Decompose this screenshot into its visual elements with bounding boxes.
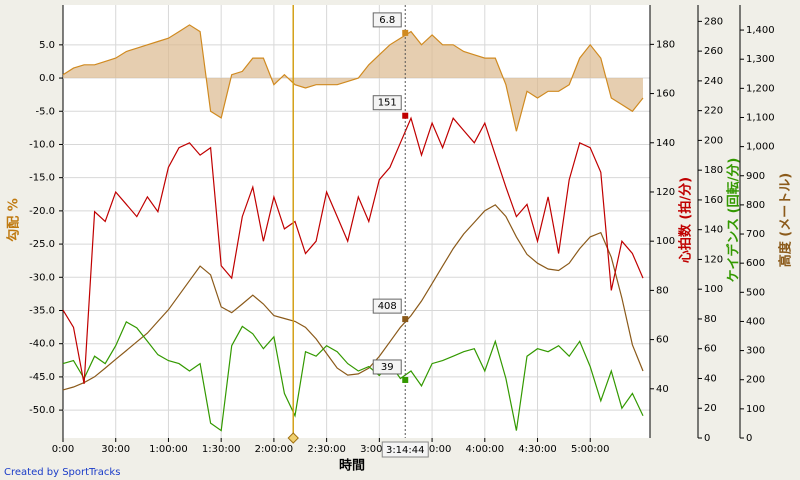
x-tick-label: 1:00:00 — [149, 444, 188, 455]
y-tick-label: 80 — [704, 314, 717, 325]
cursor-marker — [402, 29, 409, 36]
y-tick-label: 180 — [656, 39, 675, 50]
y-tick-label: 1,400 — [746, 25, 775, 36]
x-axis-title: 時間 — [339, 458, 365, 474]
cursor-x-box — [381, 441, 429, 458]
y-tick-label: 400 — [746, 316, 765, 327]
y-tick-label: 200 — [746, 375, 765, 386]
cursor-marker — [402, 112, 409, 119]
y-tick-label: 120 — [656, 187, 675, 198]
y-tick-label: 1,000 — [746, 142, 775, 153]
y-tick-label: 140 — [704, 225, 723, 236]
y-tick-label: 60 — [704, 344, 717, 355]
y-tick-label: 40 — [704, 373, 717, 384]
lap-diamond — [287, 432, 299, 444]
y-tick-label: -45.0 — [29, 372, 55, 383]
y-tick-label: 140 — [656, 138, 675, 149]
y-axis-title: 勾配 % — [6, 198, 22, 242]
cursor-x-label: 3:14:44 — [386, 445, 425, 456]
y-tick-label: 0 — [704, 433, 710, 444]
cursor-marker — [402, 376, 409, 383]
y-tick-label: 1,300 — [746, 54, 775, 65]
y-tick-label: 600 — [746, 258, 765, 269]
y-tick-label: 100 — [704, 284, 723, 295]
y-tick-label: 280 — [704, 16, 723, 27]
cursor-marker — [402, 316, 409, 323]
y-tick-label: -15.0 — [29, 173, 55, 184]
x-tick-label: 1:30:00 — [202, 444, 241, 455]
x-tick-label: 5:00:00 — [571, 444, 610, 455]
line — [62, 24, 644, 132]
y-tick-label: 40 — [656, 384, 669, 395]
y-tick-label: 500 — [746, 287, 765, 298]
y-tick-label: -5.0 — [35, 106, 55, 117]
y-tick-label: 260 — [704, 46, 723, 57]
y-tick-label: 800 — [746, 200, 765, 211]
line — [62, 204, 644, 391]
y-tick-label: 0.0 — [39, 73, 55, 84]
y-tick-label: 20 — [704, 403, 717, 414]
line — [62, 321, 644, 432]
y-tick-label: 180 — [704, 165, 723, 176]
footer: Created by SportTracks — [4, 467, 120, 478]
y-tick-label: 900 — [746, 171, 765, 182]
x-tick-label: 3:00:00 — [360, 444, 399, 455]
x-tick-label: 2:00:00 — [255, 444, 294, 455]
y-tick-label: 700 — [746, 229, 765, 240]
cursor-value-box — [372, 298, 402, 314]
y-tick-label: 160 — [656, 89, 675, 100]
y-tick-label: 300 — [746, 346, 765, 357]
y-tick-label: -10.0 — [29, 139, 55, 150]
x-tick-label: 2:30:00 — [307, 444, 346, 455]
x-tick-label: 3:30:00 — [413, 444, 452, 455]
y-tick-label: -25.0 — [29, 239, 55, 250]
x-tick-label: 4:00:00 — [466, 444, 505, 455]
y-tick-label: -20.0 — [29, 206, 55, 217]
x-tick-label: 30:00 — [101, 444, 130, 455]
line — [62, 116, 644, 385]
x-tick-label: 4:30:00 — [518, 444, 557, 455]
cursor-value-label: 408 — [378, 301, 397, 312]
area — [63, 24, 643, 132]
y-tick-label: -40.0 — [29, 339, 55, 350]
y-axis-title: 心拍数 (拍/分) — [678, 177, 694, 263]
y-axis-title: ケイデンス (回転/分) — [726, 158, 742, 283]
y-tick-label: 240 — [704, 76, 723, 87]
y-tick-label: 200 — [704, 135, 723, 146]
y-tick-label: -50.0 — [29, 405, 55, 416]
cursor-value-label: 151 — [378, 98, 397, 109]
y-tick-label: 160 — [704, 195, 723, 206]
cursor-value-box — [372, 12, 402, 28]
y-tick-label: 100 — [656, 236, 675, 247]
y-axis-title: 高度 (メートル) — [778, 173, 794, 267]
cursor-value-box — [372, 359, 402, 375]
y-tick-label: 100 — [746, 404, 765, 415]
y-tick-label: 120 — [704, 254, 723, 265]
y-tick-label: 1,200 — [746, 83, 775, 94]
y-tick-label: 1,100 — [746, 112, 775, 123]
x-tick-label: 0:00 — [52, 444, 74, 455]
y-tick-label: 220 — [704, 106, 723, 117]
cursor-value-box — [372, 95, 402, 111]
y-tick-label: -35.0 — [29, 305, 55, 316]
cursor-value-label: 6.8 — [379, 15, 395, 26]
y-tick-label: 80 — [656, 285, 669, 296]
y-tick-label: -30.0 — [29, 272, 55, 283]
y-tick-label: 0 — [746, 433, 752, 444]
y-tick-label: 60 — [656, 335, 669, 346]
cursor-value-label: 39 — [381, 362, 394, 373]
y-tick-label: 5.0 — [39, 40, 55, 51]
